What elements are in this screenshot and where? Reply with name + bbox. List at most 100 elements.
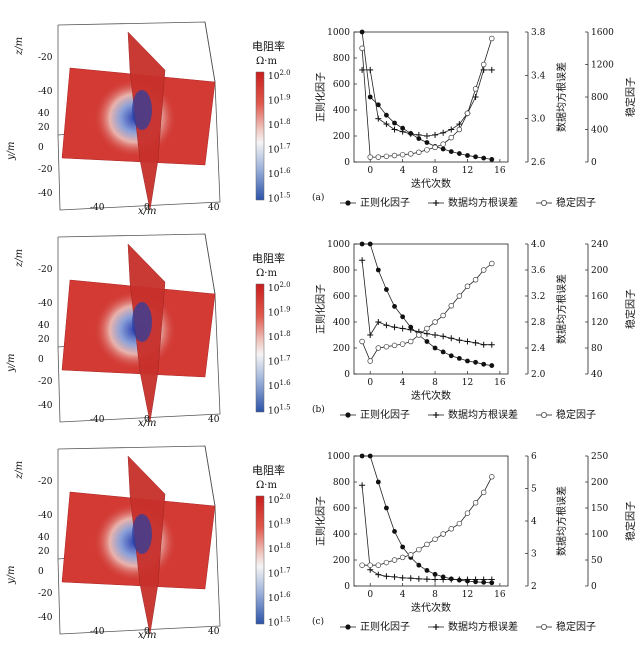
point-regularization (440, 146, 446, 152)
point-stabilizer (424, 541, 430, 548)
point-regularization (375, 102, 381, 108)
point-rms (456, 576, 463, 583)
legend-marker-stabilizer (540, 623, 547, 630)
point-rms (383, 121, 390, 128)
panel-c: z/m -20 -40 40 20 0 -20 -40 y/m -40 0 40 x/m 电阻率 Ω·m 1… (0, 434, 644, 641)
point-rms (359, 482, 366, 489)
legend-regularization: 正则化因子 (360, 408, 410, 421)
point-rms (464, 576, 471, 583)
right-tick-label: 0 (591, 158, 597, 168)
mid-tick-label: 2.0 (531, 370, 546, 380)
plot-frame (353, 243, 509, 375)
colorbar-gradient (255, 495, 265, 625)
point-rms (448, 576, 455, 583)
y-axis-label: y/m (6, 565, 17, 585)
right-tick-label: 100 (591, 530, 608, 540)
point-regularization (489, 363, 495, 368)
point-rms (472, 339, 479, 346)
colorbar-tick-label: 101.9 (268, 306, 291, 319)
right-tick-label: 250 (591, 452, 608, 462)
point-stabilizer (432, 536, 438, 542)
colorbar-tick-label: 101.6 (268, 591, 291, 604)
point-stabilizer (383, 343, 390, 350)
left-tick-label: 1000 (327, 240, 350, 250)
legend-marker-regularization (345, 624, 351, 630)
point-stabilizer (440, 312, 446, 319)
point-stabilizer (416, 332, 422, 338)
point-rms (383, 573, 390, 580)
right-tick-label: 200 (591, 478, 608, 488)
point-rms (456, 337, 463, 344)
point-regularization (489, 580, 495, 586)
volume-plot-b: z/m -20 -40 40 20 0 -20 -40 y/m -40 0 40 x/m (0, 222, 250, 429)
y-tick: -40 (38, 189, 53, 199)
point-rms (472, 576, 479, 583)
x-tick-label: 16 (494, 378, 506, 388)
left-tick-label: 0 (344, 582, 350, 592)
x-tick-label: 4 (400, 166, 406, 176)
point-rms (480, 576, 487, 583)
legend-regularization: 正则化因子 (360, 620, 410, 633)
point-stabilizer (399, 151, 406, 158)
colorbar-tick-label: 101.5 (268, 192, 291, 205)
x-axis-label: 迭代次数 (411, 601, 451, 614)
legend-stabilizer: 稳定因子 (556, 620, 596, 633)
point-regularization (367, 453, 373, 459)
left-tick-label: 400 (333, 318, 350, 328)
y-tick: 40 (38, 321, 50, 331)
x-tick: 0 (144, 203, 150, 213)
colorbar-unit: Ω·m (256, 56, 277, 67)
colorbar-title: 电阻率 (252, 463, 285, 477)
point-rms (488, 66, 495, 73)
legend: 正则化因子 数据均方根误差 稳定因子 (340, 620, 596, 633)
left-tick-label: 200 (333, 132, 350, 142)
legend: 正则化因子 数据均方根误差 稳定因子 (340, 408, 596, 421)
panel-b: z/m -20 -40 40 20 0 -20 -40 y/m -40 0 40 x/m 电阻率 Ω·m 1… (0, 222, 644, 429)
colorbar-title: 电阻率 (252, 39, 285, 53)
point-regularization (384, 505, 389, 511)
left-tick-label: 0 (344, 370, 350, 380)
mid-tick-label: 6 (531, 452, 537, 462)
colorbar-tick-label: 101.6 (268, 167, 291, 180)
left-tick-label: 600 (333, 80, 350, 90)
point-stabilizer (472, 276, 479, 283)
point-stabilizer (407, 552, 414, 558)
left-tick-label: 400 (333, 106, 350, 116)
point-stabilizer (399, 554, 406, 561)
left-tick-label: 1000 (327, 452, 350, 462)
z-axis-label: z/m (14, 461, 25, 480)
point-regularization (448, 353, 454, 359)
point-stabilizer (391, 557, 398, 563)
point-regularization (432, 571, 438, 577)
colorbar-svg: 电阻率 Ω·m 102.0 101.9 101.8 101.7 101.6 101.5 (252, 251, 291, 417)
x-axis-label: x/m (138, 418, 157, 427)
right-tick-label: 240 (591, 240, 608, 250)
colorbar-tick-label: 101.6 (268, 379, 291, 392)
z-axis-label: z/m (14, 249, 25, 268)
x-tick: -40 (90, 415, 105, 425)
x-tick-label: 12 (462, 590, 473, 600)
point-rms (415, 575, 422, 582)
point-stabilizer (464, 510, 471, 516)
point-stabilizer (448, 302, 455, 309)
x-tick: 40 (208, 203, 220, 213)
point-stabilizer (359, 45, 365, 51)
x-tick-label: 8 (432, 378, 438, 388)
point-stabilizer (448, 134, 455, 141)
point-rms (407, 575, 414, 582)
x-tick-label: 8 (432, 166, 438, 176)
colorbar-tick-label: 101.9 (268, 94, 291, 107)
left-axis-label: 正则化因子 (314, 496, 327, 546)
panel-a: z/m -20 -40 40 20 0 -20 -40 y/m -40 0 40 x/m 电阻率 Ω·m 1… (0, 10, 644, 217)
point-regularization (400, 125, 406, 131)
point-regularization (481, 155, 487, 161)
right-tick-label: 50 (591, 556, 603, 566)
y-tick: 40 (38, 109, 50, 119)
volume-svg: z/m -20 -40 40 20 0 -20 -40 y/m -40 0 40 x/m (6, 445, 221, 641)
colorbar-a: 电阻率 Ω·m 102.0 101.9 101.8 101.7 101.6 101.5 (250, 10, 310, 215)
panel-label: (b) (312, 404, 325, 415)
point-regularization (400, 544, 406, 550)
y-tick: 20 (38, 123, 50, 133)
series-line (361, 38, 493, 158)
z-tick: -20 (38, 477, 53, 487)
